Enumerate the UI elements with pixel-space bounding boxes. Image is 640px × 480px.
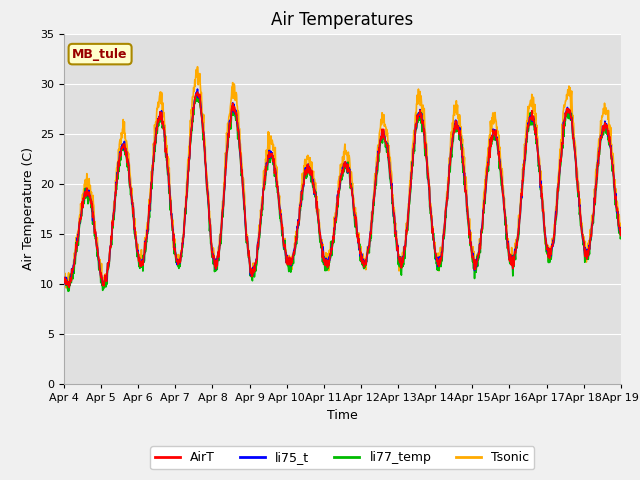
Tsonic [552,210,559,216]
Tsonic [60,274,68,279]
li75_t [552,215,559,221]
li77_temp [617,234,625,240]
Tsonic [62,285,70,291]
AirT [429,236,437,241]
Tsonic [184,156,192,162]
Text: MB_tule: MB_tule [72,48,128,60]
AirT [247,266,255,272]
AirT [552,217,559,223]
AirT [617,233,625,239]
Line: li77_temp: li77_temp [64,93,621,291]
li75_t [171,245,179,251]
li75_t [65,284,73,290]
li75_t [60,278,68,284]
AirT [184,169,192,175]
X-axis label: Time: Time [327,408,358,421]
li77_temp [502,237,510,242]
AirT [194,89,202,95]
Y-axis label: Air Temperature (C): Air Temperature (C) [22,147,35,270]
Title: Air Temperatures: Air Temperatures [271,11,413,29]
li77_temp [60,282,68,288]
Tsonic [429,236,437,242]
li77_temp [65,288,72,294]
Tsonic [247,265,255,271]
li77_temp [171,240,179,246]
li77_temp [247,273,255,279]
li77_temp [194,90,202,96]
AirT [502,228,510,234]
Tsonic [617,226,625,232]
Legend: AirT, li75_t, li77_temp, Tsonic: AirT, li75_t, li77_temp, Tsonic [150,446,534,469]
Tsonic [502,225,510,230]
li75_t [194,86,202,92]
li75_t [502,226,510,232]
AirT [65,285,73,290]
li75_t [184,168,192,174]
Tsonic [171,241,179,247]
AirT [60,275,68,280]
li75_t [247,266,255,272]
Line: AirT: AirT [64,92,621,288]
li77_temp [184,170,192,176]
AirT [171,245,179,251]
Tsonic [194,64,202,70]
li75_t [617,231,625,237]
li77_temp [429,230,437,236]
li77_temp [552,222,559,228]
Line: Tsonic: Tsonic [64,67,621,288]
li75_t [429,235,437,241]
Line: li75_t: li75_t [64,89,621,287]
